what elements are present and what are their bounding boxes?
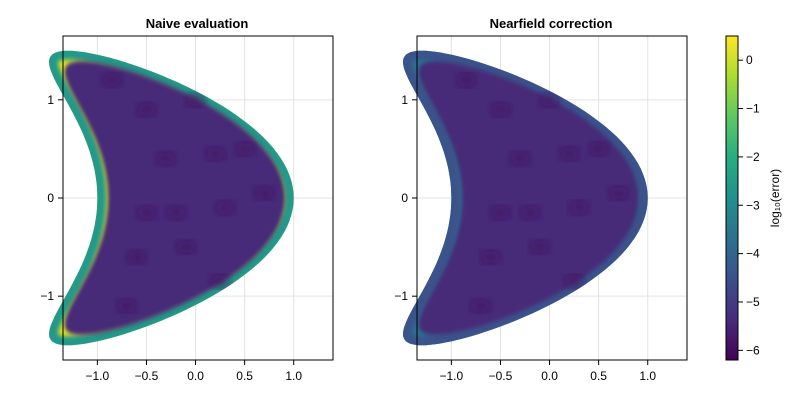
x-tick-label: −1.0: [440, 369, 464, 383]
low-error-spot: [235, 142, 254, 155]
colorbar-tick-label: 0: [746, 53, 753, 67]
colorbar-frame: [725, 35, 739, 361]
colorbar-ticks: 0 −1 −2 −3 −4 −5 −6: [738, 53, 760, 357]
colorbar-tick-label: −5: [746, 295, 760, 309]
y-tick-label: 1: [401, 93, 408, 107]
low-error-spot: [520, 206, 539, 219]
y-tick-label: −1: [40, 289, 54, 303]
low-error-spot: [570, 201, 588, 214]
colorbar-tick-label: −4: [746, 247, 760, 261]
x-tick-label: −0.5: [135, 369, 159, 383]
x-tick-label: 0.5: [236, 369, 253, 383]
low-error-spot: [560, 147, 579, 160]
low-error-spot: [176, 241, 195, 254]
low-error-spot: [211, 275, 230, 288]
y-tick-label: −1: [394, 289, 408, 303]
axis-ticks: −1.0 −0.5 0.0 0.5 1.0 −1 0 1: [394, 93, 656, 383]
low-error-spot: [511, 152, 530, 165]
panel-title: Nearfield correction: [490, 16, 613, 31]
low-error-spot: [206, 147, 225, 160]
axis-ticks: −1.0 −0.5 0.0 0.5 1.0 −1 0 1: [40, 93, 302, 383]
x-tick-label: 0.0: [187, 369, 204, 383]
interior-error: [49, 50, 294, 346]
low-error-spot: [471, 300, 490, 312]
colorbar-tick-label: −3: [746, 198, 760, 212]
low-error-spot: [117, 300, 136, 312]
y-tick-label: 0: [47, 191, 54, 205]
x-tick-label: −1.0: [86, 369, 110, 383]
low-error-spot: [216, 201, 234, 214]
low-error-spot: [589, 142, 608, 155]
x-tick-label: 1.0: [285, 369, 302, 383]
low-error-spot: [103, 74, 122, 87]
interior-fill: [418, 61, 639, 335]
low-error-spot: [186, 93, 205, 106]
low-error-spot: [137, 206, 156, 219]
low-error-spot: [137, 103, 156, 116]
y-tick-label: 1: [47, 93, 54, 107]
panel-title: Naive evaluation: [146, 16, 249, 31]
interior-fill: [64, 61, 285, 335]
x-tick-label: 1.0: [639, 369, 656, 383]
colorbar-tick-label: −1: [746, 102, 760, 116]
x-tick-label: −0.5: [489, 369, 513, 383]
colorbar-tick-label: −2: [746, 150, 760, 164]
nearfield-correction-panel: Nearfield correction −1.0 −0.5 0.0 0.5 1.0−1…: [394, 16, 688, 383]
low-error-spot: [457, 74, 476, 87]
low-error-spot: [481, 250, 500, 263]
x-tick-label: 0.0: [541, 369, 558, 383]
error-field: [49, 50, 294, 346]
low-error-spot: [530, 241, 549, 254]
low-error-spot: [491, 103, 510, 116]
colorbar: 0 −1 −2 −3 −4 −5 −6 log₁₀(error): [725, 35, 782, 361]
low-error-spot: [166, 206, 185, 219]
low-error-spot: [157, 152, 176, 165]
colorbar-tick-label: −6: [746, 343, 760, 357]
low-error-spot: [565, 275, 584, 288]
colorbar-label: log₁₀(error): [768, 169, 782, 227]
low-error-spot: [491, 206, 510, 219]
colorbar-gradient: [726, 36, 738, 360]
low-error-spot: [255, 187, 274, 200]
naive-evaluation-panel: Naive evaluation −1.0 −0.5 0.0 0.5 1.0 −1 0 1: [40, 16, 334, 383]
low-error-spot: [127, 250, 146, 263]
transition-band: [49, 50, 294, 346]
low-error-spot: [540, 93, 559, 106]
y-tick-label: 0: [401, 191, 408, 205]
low-error-spot: [609, 187, 628, 200]
x-tick-label: 0.5: [590, 369, 607, 383]
